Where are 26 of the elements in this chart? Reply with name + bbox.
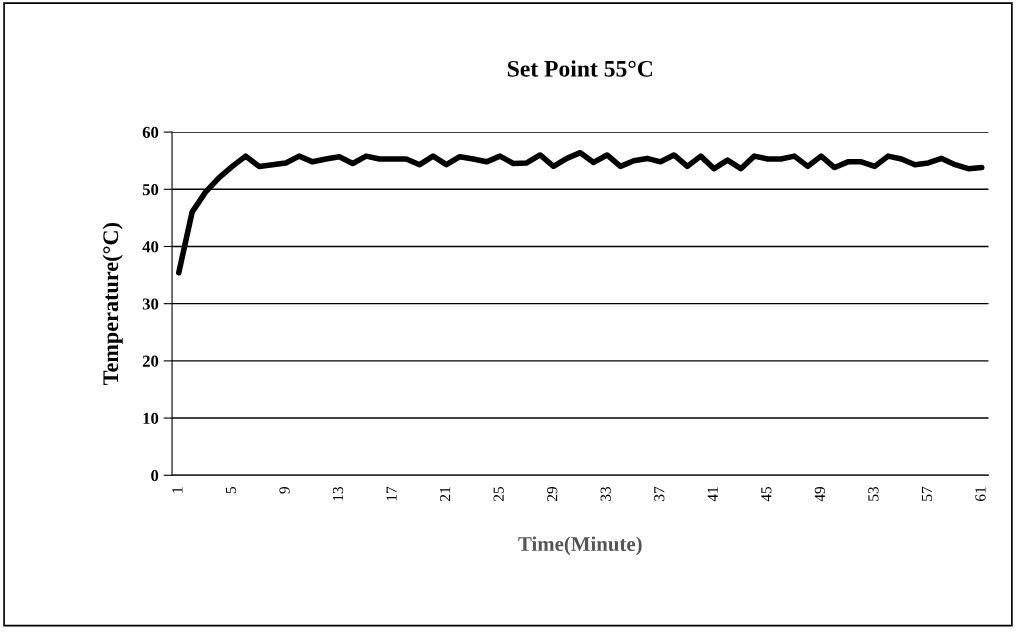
y-tick-label: 10 (143, 412, 159, 425)
x-tick-label: 5 (225, 486, 237, 494)
x-tick-label: 33 (600, 486, 611, 501)
x-tick-label: 41 (707, 487, 718, 502)
y-tick-label: 20 (142, 355, 159, 367)
x-tick-label: 29 (547, 487, 558, 501)
chart-title: Set Point 55°C (507, 60, 653, 77)
x-tick-label: 53 (868, 486, 879, 501)
x-tick-label: 9 (279, 487, 290, 494)
x-tick-label: 45 (761, 486, 772, 502)
y-tick-label: 60 (142, 126, 159, 139)
x-axis-title: Time(Minute) (518, 536, 642, 556)
x-tick-label: 37 (654, 486, 665, 501)
x-tick-label: 17 (386, 486, 397, 501)
y-tick-label: 50 (142, 183, 159, 196)
y-tick-label: 40 (142, 241, 159, 253)
x-tick-label: 1 (172, 487, 183, 493)
x-tick-label: 25 (493, 486, 504, 501)
x-tick-label: 49 (814, 487, 825, 502)
x-tick-label: 57 (921, 486, 933, 501)
y-axis-title: Temperature(°C) (102, 223, 123, 385)
y-tick-label: 0 (151, 469, 159, 482)
y-tick-label: 30 (142, 298, 159, 310)
x-tick-label: 21 (439, 487, 451, 501)
x-tick-label: 13 (332, 486, 344, 501)
x-tick-label: 61 (975, 487, 986, 501)
